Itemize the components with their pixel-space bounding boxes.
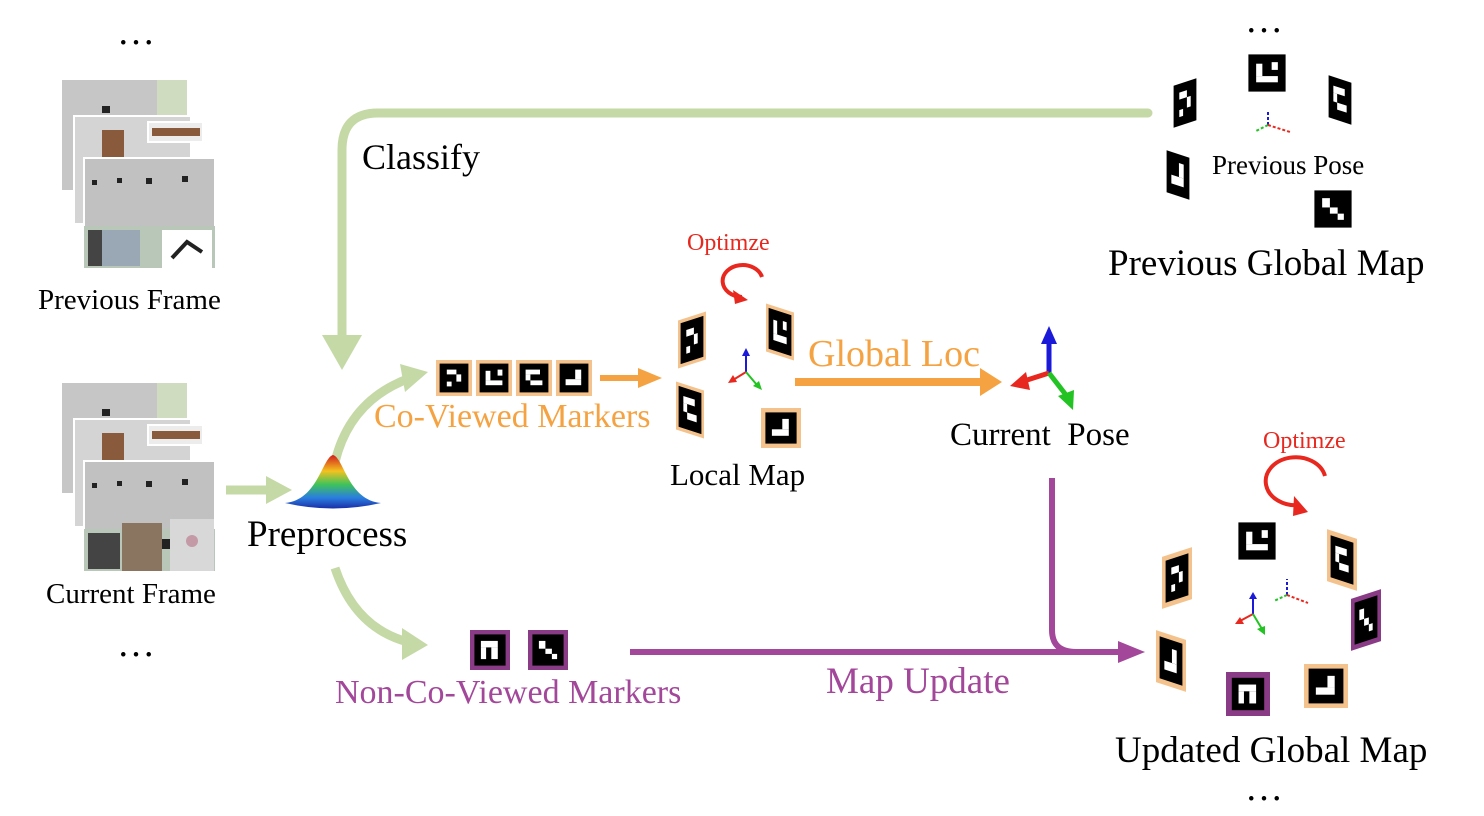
updated-global-map-label: Updated Global Map	[1115, 730, 1428, 771]
local-map-label: Local Map	[670, 457, 806, 492]
preprocess-gaussian-icon	[285, 455, 381, 509]
markers-to-local-map-arrow-head	[638, 368, 662, 388]
updated-global-map-markers	[1156, 522, 1381, 716]
classify-arrow-head	[322, 335, 362, 370]
non-co-viewed-branch-arrow-head	[402, 628, 428, 660]
classify-arrow	[337, 108, 1153, 350]
bottom-left-ellipsis: …	[117, 623, 155, 665]
top-left-ellipsis: …	[117, 11, 155, 53]
global-loc-label: Global Loc	[808, 333, 981, 375]
global-optimize-label: Optimze	[1263, 428, 1346, 454]
local-map-axes-icon	[728, 348, 762, 390]
co-viewed-branch-arrow-head	[400, 364, 428, 392]
top-right-ellipsis: …	[1245, 0, 1283, 41]
previous-global-map-label: Previous Global Map	[1108, 243, 1425, 284]
classify-label: Classify	[362, 137, 481, 177]
co-viewed-marker-row	[436, 360, 592, 396]
global-loc-arrow-head	[980, 368, 1002, 396]
previous-pose-axes-icon	[1255, 110, 1291, 133]
updated-global-previous-axes-icon	[1273, 579, 1309, 604]
bottom-right-ellipsis: …	[1245, 767, 1283, 809]
non-co-viewed-branch-arrow	[330, 566, 410, 647]
current-frame-image-stack	[61, 382, 216, 572]
previous-frame-label: Previous Frame	[38, 284, 221, 316]
map-update-label: Map Update	[826, 661, 1010, 702]
map-update-arrow	[630, 478, 1122, 655]
non-co-viewed-marker-row	[470, 630, 568, 670]
current-frame-label: Current Frame	[46, 578, 216, 610]
previous-global-map-markers	[1166, 54, 1352, 228]
local-optimize-label: Optimze	[687, 230, 770, 256]
current-pose-axes-icon	[1010, 326, 1074, 410]
current-pose-label: Current Pose	[950, 417, 1130, 453]
preprocess-label: Preprocess	[247, 514, 408, 555]
updated-global-optimize-icon	[1263, 455, 1327, 516]
local-optimize-icon	[720, 263, 764, 304]
local-map-markers	[676, 303, 801, 448]
updated-global-axes-icon	[1235, 592, 1265, 635]
co-viewed-markers-label: Co-Viewed Markers	[374, 398, 651, 435]
preprocess-input-arrow-head	[266, 476, 292, 504]
previous-pose-label: Previous Pose	[1212, 150, 1365, 180]
co-viewed-branch-arrow	[330, 373, 412, 464]
previous-frame-image-stack	[61, 79, 216, 269]
map-update-arrow-head	[1118, 641, 1145, 663]
non-co-viewed-markers-label: Non-Co-Viewed Markers	[335, 674, 682, 711]
